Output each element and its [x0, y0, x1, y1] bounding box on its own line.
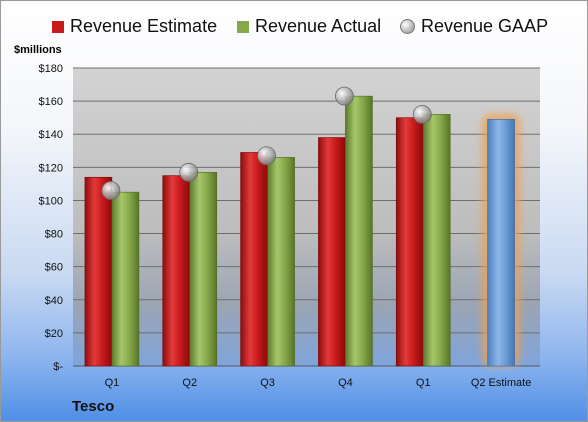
- y-tick-label: $80: [45, 229, 63, 241]
- y-tick-label: $20: [45, 328, 63, 340]
- gaap-markers: [101, 86, 432, 200]
- gridlines: [73, 67, 540, 367]
- marker-gaap: [412, 104, 432, 124]
- legend-label-estimate: Revenue Estimate: [70, 16, 218, 36]
- bar-estimate: [162, 175, 191, 367]
- y-tick-label: $180: [39, 63, 63, 75]
- marker-gaap: [335, 86, 354, 106]
- x-tick-label: Q1: [105, 377, 120, 389]
- y-axis-ticks: $- $20 $40 $60 $80 $100 $120 $140 $160 $180: [39, 63, 64, 373]
- y-tick-label: $-: [53, 361, 63, 373]
- legend-item-estimate: Revenue Estimate: [52, 16, 217, 37]
- y-tick-label: $40: [45, 295, 63, 307]
- plot-area: [73, 68, 540, 366]
- bar-estimate: [318, 137, 346, 367]
- x-axis-ticks: Q1 Q2 Q3 Q4 Q1 Q2 Estimate: [105, 377, 532, 389]
- bars: [84, 95, 520, 367]
- marker-gaap: [257, 146, 276, 166]
- legend-swatch-gaap: [400, 19, 415, 34]
- bar-estimate: [395, 117, 424, 367]
- x-tick-label: Q3: [260, 377, 275, 389]
- legend-label-actual: Revenue Actual: [255, 16, 382, 36]
- marker-gaap: [101, 181, 121, 200]
- company-name: Tesco: [72, 398, 115, 415]
- bar-actual: [267, 157, 295, 367]
- y-axis-unit-label: $millions: [14, 44, 62, 56]
- y-tick-label: $160: [39, 96, 63, 108]
- bar-actual: [189, 172, 218, 367]
- x-tick-label: Q2 Estimate: [471, 377, 532, 389]
- chart-legend: Revenue Estimate Revenue Actual Revenue …: [0, 16, 588, 42]
- y-tick-label: $100: [39, 195, 63, 207]
- legend-swatch-estimate: [52, 20, 64, 33]
- x-tick-label: Q1: [416, 377, 431, 389]
- legend-swatch-actual: [237, 20, 249, 33]
- legend-label-gaap: Revenue GAAP: [421, 16, 549, 36]
- bar-estimate-forecast: [487, 119, 515, 367]
- legend-item-actual: Revenue Actual: [237, 16, 381, 37]
- legend-item-gaap: Revenue GAAP: [400, 16, 548, 37]
- bar-actual: [345, 95, 373, 367]
- y-tick-label: $60: [45, 262, 63, 274]
- bar-actual: [422, 114, 451, 367]
- y-tick-label: $140: [39, 129, 63, 141]
- y-tick-label: $120: [39, 162, 63, 174]
- bar-estimate: [84, 176, 113, 367]
- marker-gaap: [179, 162, 199, 182]
- bar-estimate: [240, 152, 268, 367]
- bar-actual: [111, 191, 140, 367]
- x-tick-label: Q4: [338, 377, 353, 389]
- x-tick-label: Q2: [182, 377, 197, 389]
